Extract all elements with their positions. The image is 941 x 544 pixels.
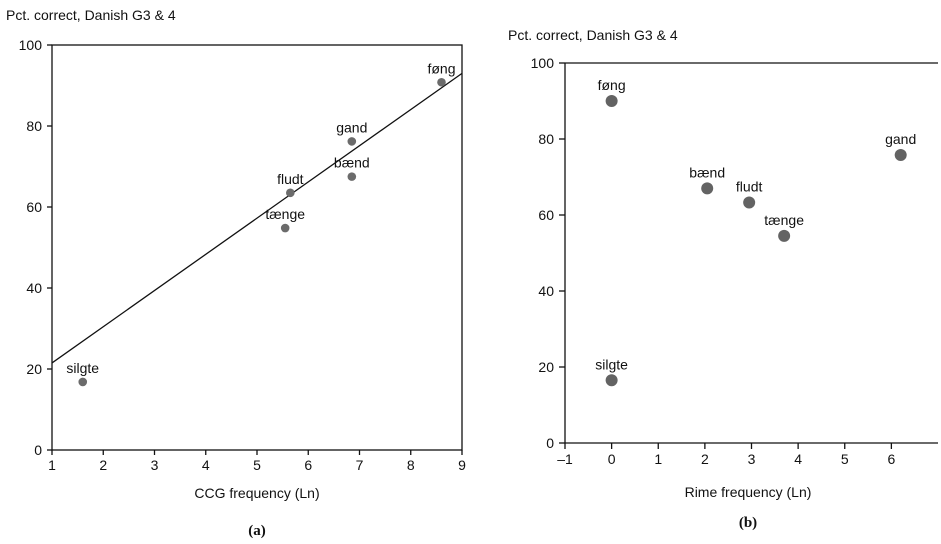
a-y-tick-label: 80 [26, 118, 42, 134]
panel-a-ticks: 1 2 3 4 5 6 7 8 9 0 20 40 60 80 100 [19, 37, 466, 473]
panel-b-points: føng silgte bænd fludt tænge gand [595, 77, 916, 387]
a-point-label: gand [336, 119, 367, 135]
a-point-label: føng [427, 60, 455, 76]
a-x-tick-label: 8 [407, 457, 415, 473]
b-y-tick-label: 40 [538, 283, 554, 299]
b-data-point [605, 374, 618, 387]
a-x-tick-label: 2 [99, 457, 107, 473]
b-point-label: fludt [736, 178, 763, 194]
b-x-tick-label: 6 [887, 451, 895, 467]
a-data-point [347, 137, 357, 146]
panel-b-y-axis-label: Pct. correct, Danish G3 & 4 [508, 27, 678, 43]
b-y-tick-label: 100 [531, 55, 555, 71]
b-data-point [605, 95, 618, 107]
a-data-point [78, 377, 88, 387]
b-data-point [701, 182, 714, 195]
a-y-tick-label: 20 [26, 361, 42, 377]
a-x-tick-label: 4 [202, 457, 210, 473]
b-x-tick-label: 3 [748, 451, 756, 467]
a-x-tick-label: 9 [458, 457, 466, 473]
a-data-point [437, 77, 446, 87]
b-x-tick-label: 0 [608, 451, 616, 467]
a-x-tick-label: 7 [356, 457, 364, 473]
b-x-tick-label: 2 [701, 451, 709, 467]
b-point-label: silgte [595, 356, 628, 372]
b-data-point [778, 229, 791, 242]
a-x-tick-label: 3 [151, 457, 159, 473]
panel-b-caption: (b) [739, 515, 757, 531]
b-data-point [743, 196, 756, 209]
panel-a-points: silgte tænge fludt bænd gand føng [66, 60, 456, 387]
panel-a-y-axis-label: Pct. correct, Danish G3 & 4 [6, 7, 176, 23]
panel-b-x-axis-label: Rime frequency (Ln) [685, 484, 812, 500]
panel-a-plot-frame [51, 44, 463, 451]
a-data-point [286, 188, 295, 198]
b-point-label: føng [598, 77, 626, 93]
a-y-tick-label: 100 [19, 37, 43, 53]
b-point-label: gand [885, 131, 916, 147]
a-x-tick-label: 6 [304, 457, 312, 473]
panel-a-trendline [51, 72, 463, 364]
b-x-tick-label: 4 [794, 451, 802, 467]
b-y-tick-label: 0 [546, 435, 554, 451]
b-y-tick-label: 80 [538, 131, 554, 147]
a-point-label: silgte [66, 360, 99, 376]
panel-a: Pct. correct, Danish G3 & 4 1 2 3 4 5 6 7 8 9 0 20… [6, 7, 466, 539]
a-data-point [347, 172, 357, 181]
a-point-label: fludt [277, 171, 304, 187]
a-x-tick-label: 5 [253, 457, 261, 473]
b-point-label: bænd [689, 164, 725, 180]
a-y-tick-label: 40 [26, 280, 42, 296]
b-x-tick-label: 5 [841, 451, 849, 467]
a-point-label: bænd [334, 155, 370, 171]
b-x-tick-label: 1 [654, 451, 662, 467]
a-y-tick-label: 0 [34, 442, 42, 458]
panel-a-caption: (a) [248, 523, 266, 539]
a-point-label: tænge [265, 206, 305, 222]
a-y-tick-label: 60 [26, 199, 42, 215]
panel-b: Pct. correct, Danish G3 & 4 –1 0 1 2 3 4 5 6020… [508, 27, 938, 531]
b-point-label: tænge [764, 212, 804, 228]
panel-a-x-axis-label: CCG frequency (Ln) [194, 485, 319, 501]
b-y-tick-label: 20 [538, 359, 554, 375]
a-data-point [280, 223, 290, 233]
b-y-tick-label: 60 [538, 207, 554, 223]
b-data-point [894, 148, 907, 161]
b-x-tick-label: –1 [557, 451, 573, 467]
a-x-tick-label: 1 [48, 457, 56, 473]
